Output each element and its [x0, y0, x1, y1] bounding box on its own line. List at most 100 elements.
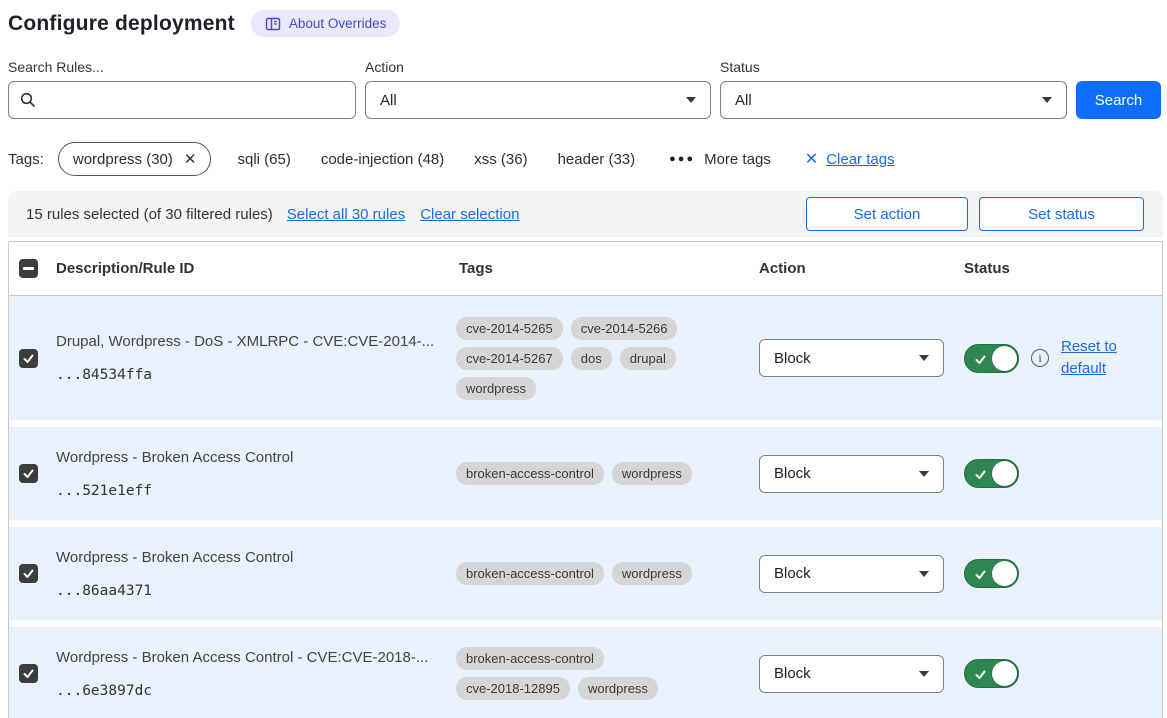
tag-filter-xss[interactable]: xss (36) — [474, 150, 528, 168]
action-filter-select[interactable]: All — [365, 81, 711, 119]
toggle-knob — [992, 561, 1017, 586]
status-filter-value: All — [735, 91, 752, 109]
toggle-knob — [992, 345, 1017, 371]
tag-pill: wordpress — [611, 562, 692, 585]
rule-action-value: Block — [774, 465, 811, 482]
row-checkbox[interactable] — [19, 664, 38, 683]
rule-id: ...6e3897dc — [56, 682, 153, 699]
chevron-down-icon — [919, 670, 929, 677]
search-button[interactable]: Search — [1076, 81, 1161, 119]
toggle-knob — [992, 461, 1017, 486]
tags-label: Tags: — [8, 150, 44, 168]
rule-description: Wordpress - Broken Access Control — [56, 548, 294, 566]
rule-action-select[interactable]: Block — [759, 554, 944, 593]
remove-tag-icon[interactable]: ✕ — [183, 151, 197, 168]
table-body: Drupal, Wordpress - DoS - XMLRPC - CVE:C… — [9, 296, 1162, 718]
clear-tags-label: Clear tags — [826, 150, 895, 168]
tag-pill: cve-2018-12895 — [456, 677, 570, 700]
status-toggle[interactable] — [964, 559, 1019, 588]
chevron-down-icon — [919, 470, 929, 477]
table-row: Wordpress - Broken Access Control - CVE:… — [9, 627, 1162, 718]
info-icon: i — [1031, 349, 1049, 367]
tag-pill: cve-2014-5265 — [456, 316, 563, 340]
select-all-checkbox[interactable] — [19, 259, 38, 278]
tag-pill: broken-access-control — [456, 562, 604, 585]
rule-action-value: Block — [774, 665, 811, 682]
tag-pill: cve-2014-5266 — [570, 316, 678, 340]
chevron-down-icon — [1042, 97, 1052, 103]
rule-id: ...521e1eff — [56, 482, 153, 499]
column-header-description: Description/Rule ID — [56, 260, 195, 277]
action-filter-value: All — [380, 91, 397, 109]
tag-filter-sqli[interactable]: sqli (65) — [237, 150, 291, 168]
column-header-tags: Tags — [459, 260, 493, 277]
row-checkbox[interactable] — [19, 564, 38, 583]
tag-pill: broken-access-control — [456, 462, 604, 485]
row-checkbox[interactable] — [19, 348, 38, 368]
more-tags-button[interactable]: ●●● More tags — [669, 151, 771, 168]
tags-bar: Tags: wordpress (30) ✕ sqli (65) code-in… — [8, 142, 1163, 176]
toggle-knob — [992, 661, 1017, 686]
search-rules-input[interactable] — [8, 81, 356, 119]
clear-selection-link[interactable]: Clear selection — [420, 205, 520, 223]
rule-id: ...84534ffa — [56, 367, 153, 383]
indeterminate-icon — [23, 267, 34, 270]
rule-action-select[interactable]: Block — [759, 454, 944, 493]
chevron-down-icon — [919, 570, 929, 577]
tag-pill: drupal — [619, 346, 676, 370]
rules-table: Description/Rule ID Tags Action Status D… — [8, 241, 1163, 718]
tag-pill: broken-access-control — [456, 647, 604, 670]
selected-tag-label: wordpress (30) — [72, 150, 173, 168]
more-tags-label: More tags — [704, 150, 771, 168]
page-title: Configure deployment — [8, 11, 235, 35]
rule-description: Wordpress - Broken Access Control - CVE:… — [56, 648, 429, 666]
tag-pill: wordpress — [456, 376, 536, 400]
rule-description: Drupal, Wordpress - DoS - XMLRPC - CVE:C… — [56, 333, 435, 350]
table-row: Drupal, Wordpress - DoS - XMLRPC - CVE:C… — [9, 296, 1162, 420]
select-all-rules-link[interactable]: Select all 30 rules — [286, 205, 406, 223]
selected-tag-chip[interactable]: wordpress (30) ✕ — [57, 142, 212, 176]
tag-pill: dos — [570, 346, 612, 370]
search-rules-field: Search Rules... — [8, 59, 356, 119]
status-toggle[interactable] — [964, 659, 1019, 688]
about-overrides-label: About Overrides — [288, 16, 387, 31]
row-checkbox[interactable] — [19, 464, 38, 483]
set-status-button[interactable]: Set status — [979, 197, 1144, 231]
chevron-down-icon — [919, 355, 929, 361]
status-toggle[interactable] — [964, 459, 1019, 488]
selection-toolbar: 15 rules selected (of 30 filtered rules)… — [8, 191, 1163, 237]
reset-to-default-link[interactable]: Reset to default — [1061, 338, 1117, 377]
book-icon — [265, 17, 281, 30]
action-filter-label: Action — [365, 59, 404, 75]
tag-pill: wordpress — [577, 677, 658, 700]
tag-filter-header[interactable]: header (33) — [557, 150, 636, 168]
filters-bar: Search Rules... Action All Status All — [8, 59, 1163, 119]
status-toggle[interactable] — [964, 343, 1019, 373]
column-header-action: Action — [759, 260, 806, 277]
search-rules-label: Search Rules... — [8, 59, 104, 75]
tag-pill: wordpress — [611, 462, 692, 485]
selection-summary: 15 rules selected (of 30 filtered rules) — [26, 205, 273, 223]
about-overrides-badge[interactable]: About Overrides — [250, 10, 401, 37]
rule-action-value: Block — [774, 349, 811, 367]
tag-filter-code-injection[interactable]: code-injection (48) — [320, 150, 445, 168]
status-filter-field: Status All — [720, 59, 1067, 119]
rule-action-select[interactable]: Block — [759, 654, 944, 693]
table-header-row: Description/Rule ID Tags Action Status — [9, 242, 1162, 296]
ellipsis-icon: ●●● — [669, 153, 696, 165]
page-header: Configure deployment About Overrides — [8, 10, 1163, 37]
table-row: Wordpress - Broken Access Control ...86aa… — [9, 527, 1162, 620]
chevron-down-icon — [686, 97, 696, 103]
set-action-button[interactable]: Set action — [806, 197, 968, 231]
action-filter-field: Action All — [365, 59, 711, 119]
clear-tags-link[interactable]: ✕ Clear tags — [805, 149, 895, 169]
rule-action-select[interactable]: Block — [759, 339, 944, 377]
clear-icon: ✕ — [804, 151, 819, 168]
table-row: Wordpress - Broken Access Control ...521e… — [9, 427, 1162, 520]
status-filter-select[interactable]: All — [720, 81, 1067, 119]
column-header-status: Status — [964, 260, 1010, 277]
search-icon — [20, 92, 35, 107]
tag-pill: cve-2014-5267 — [456, 346, 563, 370]
rule-description: Wordpress - Broken Access Control — [56, 448, 294, 466]
